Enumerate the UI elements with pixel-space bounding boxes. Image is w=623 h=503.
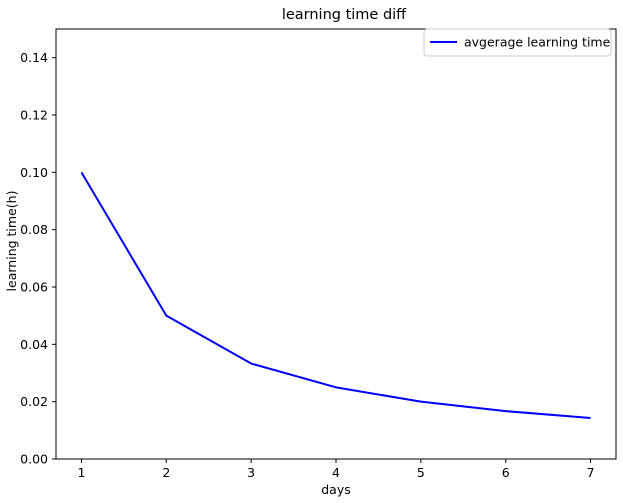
legend-box	[423, 28, 612, 57]
y-axis-label: learning time(h)	[4, 191, 19, 292]
legend: avgerage learning time	[423, 28, 612, 57]
legend-label: avgerage learning time	[464, 35, 611, 50]
y-tick-label: 0.00	[20, 452, 48, 467]
x-tick-label: 2	[162, 465, 170, 480]
plot-area: 0.00 0.02 0.04 0.06 0.08 0.10 0.12 0.14 1 2 3 4 5 6 7	[20, 28, 617, 480]
y-tick-label: 0.12	[20, 108, 48, 123]
y-tick-label: 0.04	[20, 337, 48, 352]
y-axis: 0.00 0.02 0.04 0.06 0.08 0.10 0.12 0.14	[20, 50, 56, 467]
series-line	[80, 171, 591, 420]
y-tick-label: 0.10	[20, 165, 48, 180]
series-lines	[80, 171, 591, 420]
x-tick-label: 3	[247, 465, 255, 480]
chart-title: learning time diff	[282, 7, 407, 23]
x-tick-label: 6	[502, 465, 510, 480]
x-tick-label: 7	[587, 465, 595, 480]
x-tick-label: 5	[417, 465, 425, 480]
x-axis-label: days	[321, 482, 351, 497]
plot-frame	[55, 28, 617, 460]
y-tick-label: 0.08	[20, 222, 48, 237]
x-tick-label: 1	[77, 465, 85, 480]
y-tick-label: 0.14	[20, 50, 48, 65]
y-tick-label: 0.02	[20, 394, 48, 409]
x-axis: 1 2 3 4 5 6 7	[77, 459, 595, 480]
x-tick-label: 4	[332, 465, 340, 480]
y-tick-label: 0.06	[20, 280, 48, 295]
